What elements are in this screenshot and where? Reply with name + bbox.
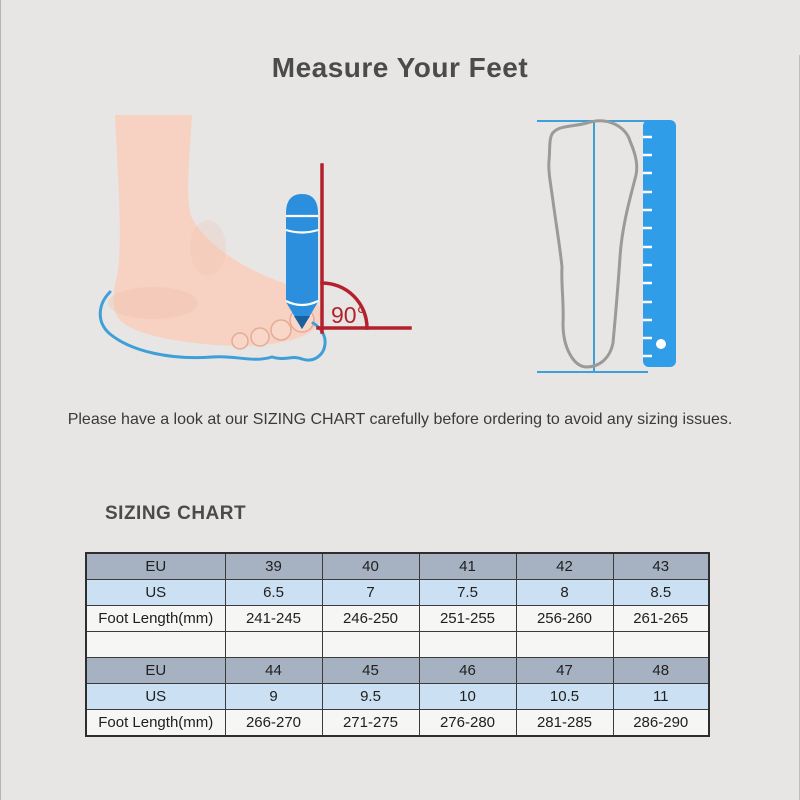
size-value-cell: 44: [224, 657, 323, 684]
size-value-cell: 48: [612, 657, 710, 684]
size-value-cell: 40: [321, 552, 420, 580]
size-value-cell: 251-255: [418, 605, 517, 632]
spacer-row: [85, 631, 710, 658]
size-value-cell: 10: [418, 683, 517, 710]
sizing-table-container: EU 39 40 41 42 43 US 6.5 7 7.5 8 8.5 Foo…: [85, 552, 710, 737]
foot-pencil-illustration: 90°: [98, 115, 412, 362]
size-value-cell: 281-285: [515, 709, 614, 737]
left-edge-line: [0, 0, 1, 800]
size-value-cell: 41: [418, 552, 517, 580]
size-value-cell: 6.5: [224, 579, 323, 606]
size-value-cell: 276-280: [418, 709, 517, 737]
size-value-cell: 8.5: [612, 579, 710, 606]
eu-row: EU 39 40 41 42 43: [85, 552, 710, 580]
size-value-cell: 10.5: [515, 683, 614, 710]
foot-length-row: Foot Length(mm) 241-245 246-250 251-255 …: [85, 605, 710, 632]
foot-outline-icon: [547, 119, 639, 369]
foot-outline-ruler-illustration: [537, 119, 676, 373]
foot-leg-shape: [113, 115, 321, 346]
size-value-cell: 9: [224, 683, 323, 710]
size-value-cell: 261-265: [612, 605, 710, 632]
size-value-cell: 9.5: [321, 683, 420, 710]
size-value-cell: 45: [321, 657, 420, 684]
size-value-cell: 271-275: [321, 709, 420, 737]
sizing-chart-heading: SIZING CHART: [105, 503, 247, 524]
size-value-cell: 43: [612, 552, 710, 580]
ruler-ticks: [643, 135, 652, 358]
empty-cell: [85, 631, 226, 658]
ruler-hole: [656, 339, 666, 349]
foot-trace-line-icon: [98, 290, 327, 362]
empty-cell: [612, 631, 710, 658]
size-value-cell: 7: [321, 579, 420, 606]
row-label-cell: EU: [85, 657, 226, 684]
size-value-cell: 256-260: [515, 605, 614, 632]
row-label-cell: Foot Length(mm): [85, 709, 226, 737]
size-value-cell: 39: [224, 552, 323, 580]
size-value-cell: 8: [515, 579, 614, 606]
empty-cell: [418, 631, 517, 658]
row-label-cell: EU: [85, 552, 226, 580]
row-label-cell: US: [85, 683, 226, 710]
pencil-icon: [285, 194, 319, 329]
size-value-cell: 46: [418, 657, 517, 684]
empty-cell: [224, 631, 323, 658]
page-title: Measure Your Feet: [271, 52, 529, 83]
foot-length-row: Foot Length(mm) 266-270 271-275 276-280 …: [85, 709, 710, 737]
sizing-notice: Please have a look at our SIZING CHART c…: [67, 411, 733, 428]
foot-shading: [108, 287, 198, 319]
size-value-cell: 42: [515, 552, 614, 580]
size-value-cell: 266-270: [224, 709, 323, 737]
size-value-cell: 241-245: [224, 605, 323, 632]
row-label-cell: US: [85, 579, 226, 606]
sizing-table: EU 39 40 41 42 43 US 6.5 7 7.5 8 8.5 Foo…: [85, 552, 710, 737]
measure-guides: [537, 120, 648, 373]
size-value-cell: 11: [612, 683, 710, 710]
empty-cell: [515, 631, 614, 658]
angle-90-label: 90°: [331, 302, 366, 328]
right-angle-mark: 90°: [316, 163, 412, 334]
eu-row: EU 44 45 46 47 48: [85, 657, 710, 684]
size-value-cell: 47: [515, 657, 614, 684]
empty-cell: [321, 631, 420, 658]
row-label-cell: Foot Length(mm): [85, 605, 226, 632]
us-row: US 9 9.5 10 10.5 11: [85, 683, 710, 710]
size-value-cell: 286-290: [612, 709, 710, 737]
ruler-icon: [643, 120, 676, 367]
ankle-shading: [190, 220, 226, 276]
size-value-cell: 246-250: [321, 605, 420, 632]
size-value-cell: 7.5: [418, 579, 517, 606]
us-row: US 6.5 7 7.5 8 8.5: [85, 579, 710, 606]
